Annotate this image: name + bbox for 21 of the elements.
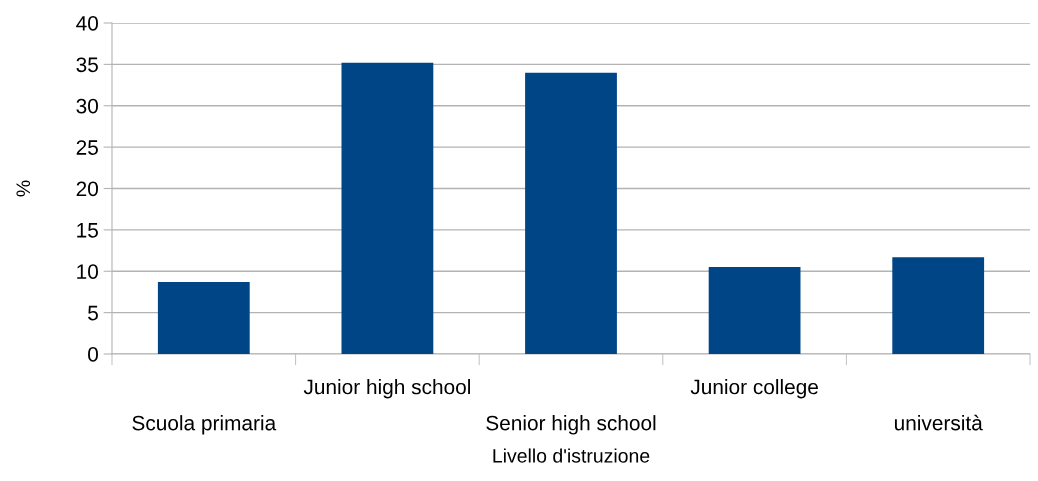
y-tick-label: 10 [77,264,98,279]
y-tick-label: 30 [76,98,98,114]
x-tick-label: Scuola primaria [132,415,277,435]
y-tick-label: 5 [88,305,98,321]
x-tick-label: università [894,414,983,431]
bar [892,257,985,354]
y-tick-label: 25 [76,140,98,155]
bar [157,282,250,354]
x-tick-label: Junior college [690,379,818,399]
bar [708,267,801,354]
bar [341,62,434,354]
y-tick-label: 15 [77,223,98,238]
y-tick-label: 40 [76,16,98,31]
y-tick-label: 20 [76,181,98,197]
y-tick-label: 0 [88,347,98,362]
x-axis-title: Livello d'istruzione [493,448,650,463]
bar [525,72,617,354]
y-tick-label: 35 [76,57,98,73]
x-tick-label: Senior high school [486,415,656,435]
y-axis-title: % [16,180,31,197]
x-tick-label: Junior high school [303,379,470,399]
